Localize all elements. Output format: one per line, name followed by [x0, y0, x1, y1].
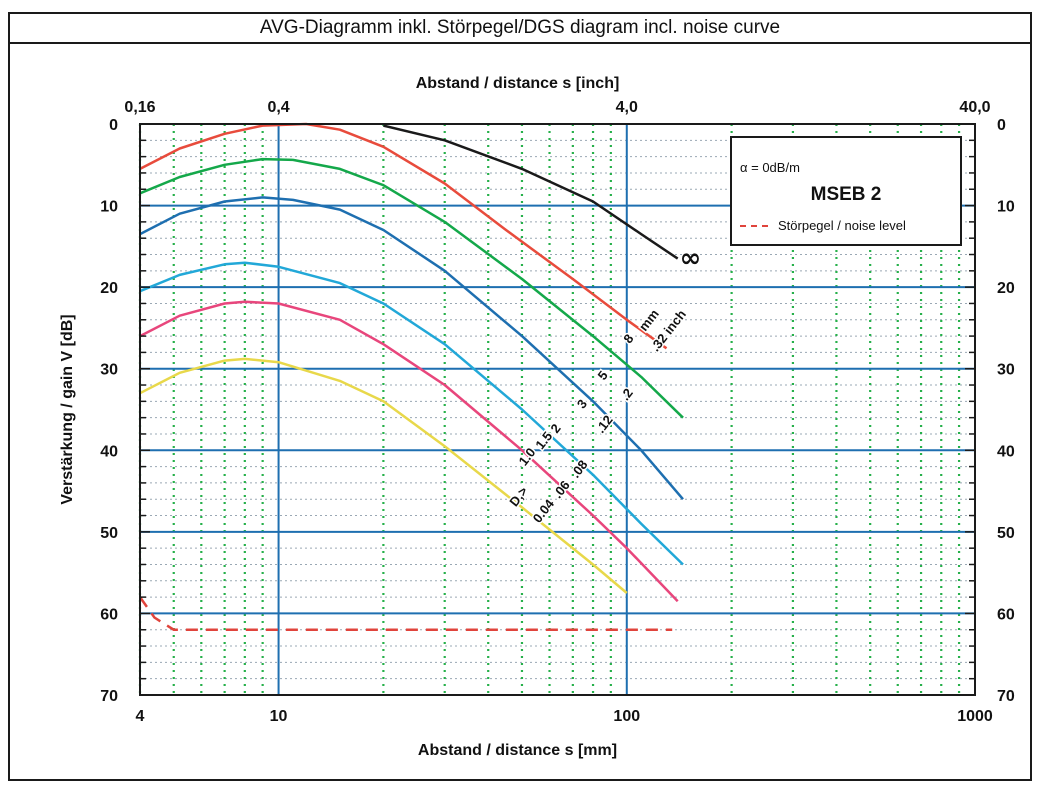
y2-tick-label: 60 — [997, 606, 1015, 623]
diameter-label: 8 — [620, 331, 636, 346]
y2-tick-label: 30 — [997, 362, 1015, 379]
y-tick-label: 70 — [100, 688, 118, 705]
x2-axis-title: Abstand / distance s [inch] — [416, 75, 620, 92]
diameter-label: 5 — [595, 368, 611, 383]
legend: α = 0dB/m MSEB 2 Störpegel / noise level — [730, 136, 962, 246]
y2-tick-label: 50 — [997, 525, 1015, 542]
x2-tick-label: 4,0 — [616, 99, 638, 116]
y2-tick-label: 70 — [997, 688, 1015, 705]
dgs-curve-4 — [139, 261, 684, 566]
legend-noise-label: Störpegel / noise level — [778, 218, 906, 233]
dgs-curve-6 — [139, 357, 628, 594]
y-tick-label: 60 — [100, 606, 118, 623]
x-axis-title: Abstand / distance s [mm] — [418, 742, 617, 759]
dgs-curve-1 — [139, 122, 668, 350]
diameter-label: 1.5 — [532, 429, 555, 452]
diameter-label: .06 — [550, 478, 573, 501]
diameter-label: 0.04 — [530, 496, 558, 526]
x2-tick-label: 0,16 — [124, 99, 155, 116]
x-tick-label: 100 — [613, 708, 640, 725]
chart-title: AVG-Diagramm inkl. Störpegel/DGS diagram… — [10, 14, 1030, 44]
dgs-curve-2 — [139, 157, 684, 419]
y-tick-label: 20 — [100, 280, 118, 297]
legend-probe-name: MSEB 2 — [810, 184, 882, 205]
x-tick-label: 10 — [270, 708, 288, 725]
y-tick-label: 50 — [100, 525, 118, 542]
x-tick-label: 1000 — [957, 708, 993, 725]
y2-tick-label: 0 — [997, 117, 1006, 134]
y-tick-label: 10 — [100, 199, 118, 216]
y-tick-label: 40 — [100, 443, 118, 460]
chart-frame: AVG-Diagramm inkl. Störpegel/DGS diagram… — [8, 12, 1032, 781]
plot-border — [139, 123, 976, 696]
x2-tick-label: 0,4 — [267, 99, 289, 116]
noise-line-swatch — [740, 224, 768, 227]
dgs-curve-0 — [383, 124, 679, 260]
x2-tick-label: 40,0 — [959, 99, 990, 116]
dgs-curve-5 — [139, 300, 679, 603]
y2-tick-label: 20 — [997, 280, 1015, 297]
infinity-label: ∞ — [680, 244, 702, 274]
y-tick-label: 0 — [109, 117, 118, 134]
x-tick-label: 4 — [136, 708, 145, 725]
diameter-label: .2 — [617, 385, 635, 403]
y-tick-label: 30 — [100, 362, 118, 379]
axes: 4 10 100 1000 0,16 0,4 4,0 40,0 0 0 10 10 20 20 30 30 40… — [59, 75, 1015, 759]
diameter-label: .12 — [593, 412, 616, 435]
diameter-label: .08 — [568, 457, 591, 480]
curve-series: ∞ — [138, 122, 702, 631]
y-axis-title: Verstärkung / gain V [dB] — [59, 314, 76, 504]
noise-level-line — [138, 596, 673, 631]
y2-tick-label: 40 — [997, 443, 1015, 460]
diameter-label: 3 — [574, 396, 590, 411]
legend-alpha-label: α = 0dB/m — [740, 160, 800, 175]
legend-noise-entry: Störpegel / noise level — [740, 218, 906, 233]
diameter-label: D,> — [506, 483, 531, 509]
y2-tick-label: 10 — [997, 199, 1015, 216]
dgs-curve-3 — [139, 196, 684, 501]
